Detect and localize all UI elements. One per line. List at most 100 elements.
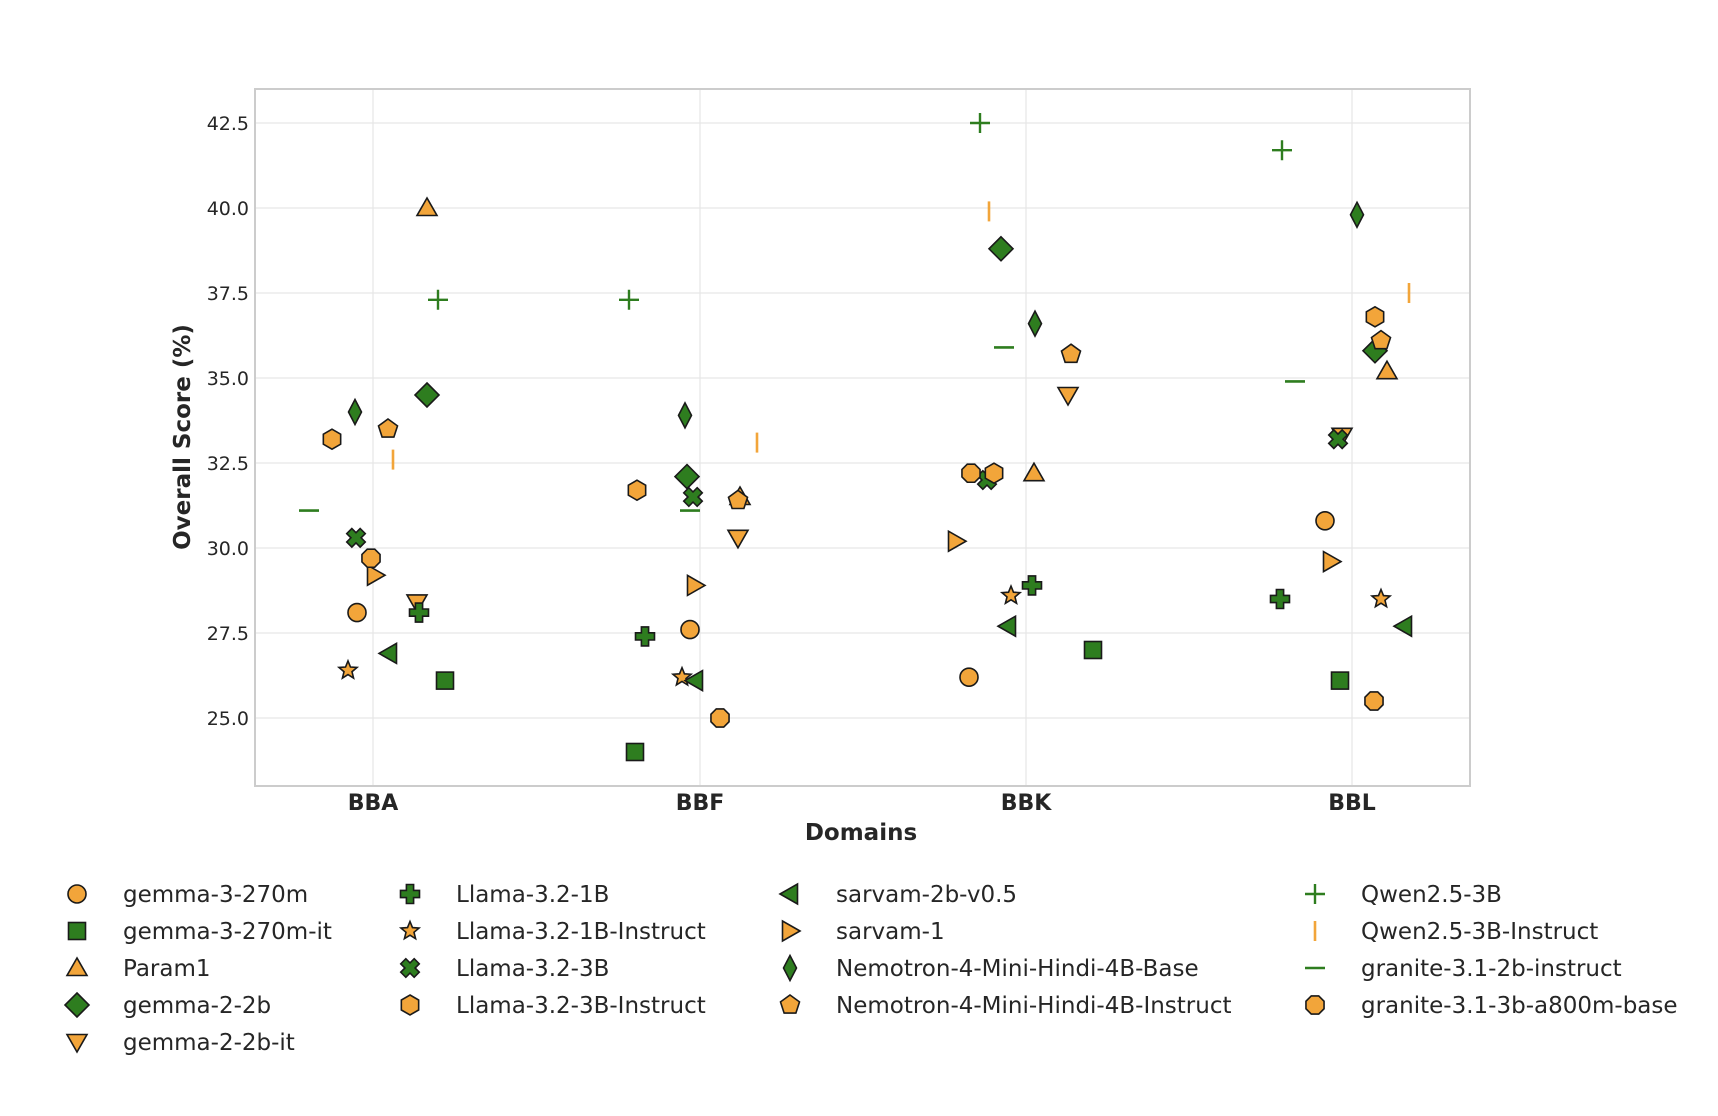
y-tick-labels: 25.0 27.5 30.0 32.5 35.0 37.5 40.0 42.5: [207, 113, 249, 730]
legend-label: Param1: [123, 956, 211, 982]
data-point-qwen2-5-3b: [1272, 140, 1292, 161]
x-tick-label: BBL: [1328, 791, 1376, 816]
y-axis-title: Overall Score (%): [170, 324, 196, 550]
y-tick-label: 25.0: [207, 708, 249, 730]
data-point-llama-3-2-1b: [634, 626, 656, 647]
data-point-llama-3-2-3b-instruct: [627, 479, 647, 502]
data-point-gemma-3-270m-it: [435, 671, 455, 690]
data-point-param1: [1022, 461, 1046, 482]
plot-frame: [254, 88, 1471, 787]
x-tick-labels: BBA BBF BBK BBL: [348, 791, 1376, 816]
data-point-llama-3-2-3b: [345, 527, 367, 549]
legend-item: gemma-2-2b: [63, 991, 271, 1019]
data-point-nemotron-4-mini-hindi-4b-instruct: [1060, 343, 1082, 364]
y-tick-label: 40.0: [207, 198, 249, 220]
data-point-llama-3-2-3b: [682, 486, 704, 508]
data-markers: [299, 113, 1413, 762]
legend-label: Nemotron-4-Mini-Hindi-4B-Instruct: [836, 993, 1232, 1019]
data-point-gemma-3-270m-it: [1083, 640, 1103, 660]
data-point-qwen2-5-3b: [970, 113, 990, 133]
x-tick-label: BBF: [676, 791, 725, 816]
x-tick-label: BBA: [348, 791, 399, 816]
data-point-llama-3-2-1b: [1021, 575, 1043, 596]
legend-marker: [65, 956, 89, 977]
data-point-nemotron-4-mini-hindi-4b-base: [1349, 200, 1365, 230]
legend-item: Llama-3.2-3B-Instruct: [400, 993, 706, 1019]
data-point-sarvam-1: [1322, 550, 1343, 573]
data-point-sarvam-2b-v0-5: [683, 669, 704, 692]
data-point-granite-3-1-3b-a800m-base: [710, 708, 730, 728]
legend-item: granite-3.1-3b-a800m-base: [1305, 993, 1678, 1019]
legend-marker: [779, 994, 801, 1014]
data-point-llama-3-2-3b: [1327, 428, 1349, 450]
legend-marker: [65, 1033, 89, 1054]
data-point-gemma-2-2b: [673, 463, 701, 490]
y-tick-label: 35.0: [207, 368, 249, 390]
legend-label: sarvam-2b-v0.5: [836, 882, 1017, 908]
data-point-llama-3-2-1b: [1269, 588, 1291, 610]
grid-lines: [255, 89, 1470, 786]
data-point-granite-3-1-3b-a800m-base: [361, 548, 381, 569]
legend-label: gemma-3-270m: [123, 882, 308, 908]
legend-item: Qwen2.5-3B-Instruct: [1313, 919, 1598, 945]
data-point-qwen2-5-3b: [619, 289, 639, 310]
data-point-llama-3-2-1b-instruct: [999, 583, 1023, 606]
legend-item: gemma-3-270m: [67, 882, 308, 908]
data-point-gemma-3-270m: [347, 602, 367, 623]
legend-item: granite-3.1-2b-instruct: [1305, 956, 1622, 982]
legend-label: gemma-3-270m-it: [123, 919, 332, 945]
data-point-granite-3-1-3b-a800m-base: [961, 463, 981, 484]
data-point-gemma-2-2b: [987, 235, 1015, 262]
legend-label: Llama-3.2-1B: [456, 882, 609, 908]
legend-label: gemma-2-2b: [123, 993, 271, 1019]
y-tick-label: 37.5: [207, 283, 249, 305]
legend-marker: [398, 919, 422, 941]
legend-item: gemma-2-2b-it: [65, 1030, 295, 1056]
data-point-sarvam-2b-v0-5: [1392, 614, 1413, 638]
legend-label: granite-3.1-2b-instruct: [1361, 956, 1622, 982]
data-point-sarvam-1: [947, 529, 968, 553]
legend-item: Llama-3.2-1B: [399, 882, 609, 908]
data-point-llama-3-2-1b: [408, 602, 430, 623]
data-point-gemma-2-2b-it: [726, 529, 750, 550]
y-tick-label: 27.5: [207, 623, 249, 645]
legend-label: Llama-3.2-1B-Instruct: [456, 919, 706, 945]
data-point-nemotron-4-mini-hindi-4b-instruct: [727, 489, 749, 510]
legend-label: Qwen2.5-3B: [1361, 882, 1502, 908]
legend-marker: [400, 994, 420, 1016]
legend: gemma-3-270m gemma-3-270m-it Param1 gemma-2…: [63, 882, 1678, 1056]
y-tick-label: 42.5: [207, 113, 249, 135]
data-point-sarvam-2b-v0-5: [996, 614, 1017, 638]
data-point-param1: [1375, 359, 1399, 380]
data-point-gemma-3-270m: [959, 667, 979, 688]
data-point-nemotron-4-mini-hindi-4b-instruct: [377, 418, 399, 438]
data-point-llama-3-2-3b-instruct: [1365, 305, 1385, 328]
data-point-gemma-2-2b-it: [1056, 386, 1080, 407]
legend-marker: [1305, 995, 1325, 1015]
legend-label: granite-3.1-3b-a800m-base: [1361, 993, 1678, 1019]
legend-item: Llama-3.2-1B-Instruct: [398, 919, 706, 945]
legend-item: Nemotron-4-Mini-Hindi-4B-Base: [782, 953, 1199, 983]
legend-item: gemma-3-270m-it: [67, 919, 332, 945]
legend-label: Llama-3.2-3B-Instruct: [456, 993, 706, 1019]
legend-item: Nemotron-4-Mini-Hindi-4B-Instruct: [779, 993, 1232, 1019]
legend-marker: [399, 883, 421, 905]
data-point-sarvam-1: [366, 563, 387, 587]
data-point-qwen2-5-3b: [428, 289, 448, 310]
legend-marker: [63, 991, 91, 1019]
legend-label: sarvam-1: [836, 919, 945, 945]
legend-marker: [1305, 884, 1325, 904]
data-point-granite-3-1-3b-a800m-base: [1364, 691, 1384, 711]
data-point-nemotron-4-mini-hindi-4b-base: [347, 397, 363, 427]
y-tick-label: 30.0: [207, 538, 249, 560]
y-tick-label: 32.5: [207, 453, 249, 475]
legend-item: Llama-3.2-3B: [399, 956, 609, 982]
legend-label: Qwen2.5-3B-Instruct: [1361, 919, 1598, 945]
data-point-gemma-3-270m: [1315, 510, 1335, 531]
legend-marker: [778, 882, 799, 906]
data-point-llama-3-2-3b-instruct: [322, 428, 342, 451]
legend-label: Llama-3.2-3B: [456, 956, 609, 982]
data-point-gemma-3-270m: [680, 619, 700, 640]
data-point-llama-3-2-1b-instruct: [336, 658, 360, 680]
